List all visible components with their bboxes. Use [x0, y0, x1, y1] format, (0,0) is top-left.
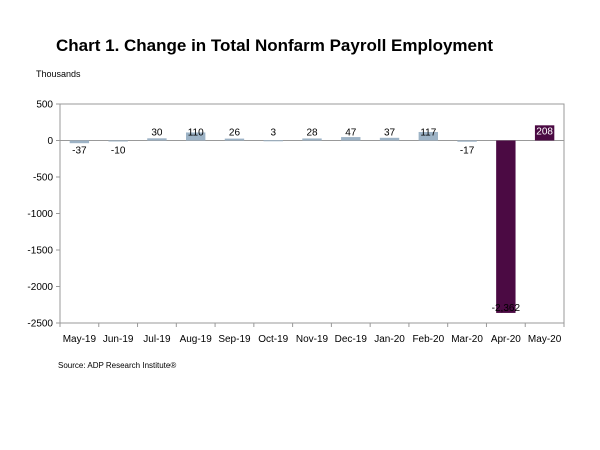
x-tick-labels-group: May-19 Jun-19 Jul-19 Aug-19 Sep-19 Oct-19 Nov-…: [59, 323, 565, 345]
x-tick-label: Jun-19: [103, 334, 134, 345]
data-label: 37: [384, 128, 396, 139]
data-label: 3: [270, 128, 276, 139]
x-tick-label: Dec-19: [335, 334, 368, 345]
y-tick-label: -2000: [27, 282, 53, 293]
x-tick-label: Feb-20: [412, 334, 444, 345]
data-label: 26: [229, 128, 241, 139]
bar-dec-19: [341, 137, 361, 141]
y-tick-label: -1000: [27, 209, 53, 220]
y-axis-unit-label: Thousands: [36, 69, 81, 79]
data-label: 110: [188, 128, 204, 139]
data-label: -17: [460, 146, 475, 157]
data-labels-group: -37 -10 30 110 26 3 28 47 37 117 -17 -2,362 208: [72, 126, 553, 314]
data-label: 47: [345, 128, 357, 139]
bar-nov-19: [302, 138, 322, 141]
chart-title: Chart 1. Change in Total Nonfarm Payroll…: [56, 36, 494, 55]
y-tick-label: -500: [33, 173, 53, 184]
bar-may-19: [69, 140, 90, 144]
data-label: -37: [72, 146, 87, 157]
x-tick-label: Apr-20: [491, 334, 521, 345]
y-tick-label: 500: [36, 100, 53, 111]
bar-oct-19: [263, 140, 283, 142]
x-tick-label: Sep-19: [218, 334, 251, 345]
x-tick-label: Jul-19: [143, 334, 171, 345]
bar-feb-20: [418, 131, 438, 141]
bar-apr-20: [496, 140, 516, 313]
data-label: -2,362: [492, 303, 521, 314]
data-label: 28: [306, 128, 318, 139]
bar-sep-19: [224, 138, 245, 141]
bar-jun-19: [108, 140, 128, 142]
bar-may-20: [534, 125, 555, 141]
data-label: -10: [111, 146, 126, 157]
bar-mar-20: [457, 140, 477, 142]
x-tick-label: May-19: [63, 334, 97, 345]
x-tick-label: Oct-19: [258, 334, 288, 345]
data-label: 208: [536, 126, 553, 137]
y-tick-label: -2500: [27, 319, 53, 330]
y-tick-label: -1500: [27, 246, 53, 257]
y-tick-labels-group: 500 0 -500 -1000 -1500 -2000 -2500: [27, 100, 60, 330]
x-tick-label: May-20: [528, 334, 562, 345]
bar-jan-20: [379, 137, 400, 141]
x-tick-label: Nov-19: [296, 334, 329, 345]
bar-jul-19: [147, 138, 167, 141]
bar-aug-19: [186, 132, 206, 141]
data-label: 117: [420, 128, 436, 139]
x-tick-label: Mar-20: [451, 334, 483, 345]
x-tick-label: Jan-20: [374, 334, 405, 345]
bars-group: [69, 125, 555, 313]
y-tick-label: 0: [47, 136, 53, 147]
data-label: 30: [151, 128, 163, 139]
source-note: Source: ADP Research Institute®: [58, 361, 177, 370]
x-tick-label: Aug-19: [180, 334, 213, 345]
